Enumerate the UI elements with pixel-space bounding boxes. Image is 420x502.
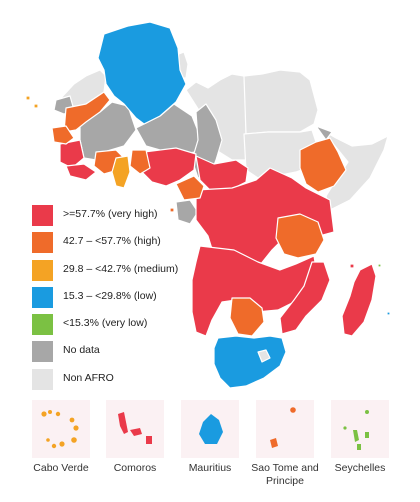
region-senegal (51, 125, 75, 145)
cabo-verde-island (73, 425, 79, 431)
seychelles-island (343, 426, 347, 430)
legend-label: >=57.7% (very high) (63, 208, 158, 220)
cabo-verde-island (69, 417, 75, 423)
seychelles-island (365, 410, 369, 414)
region-mauritius-dot (386, 311, 391, 316)
region-cameroon-coast (175, 175, 205, 201)
inset-cabo-verde-islands (41, 410, 79, 449)
mauritius-island (199, 414, 223, 444)
region-lesotho (257, 349, 271, 363)
cabo-verde-island (55, 411, 61, 417)
sao-tome-shapes (270, 407, 296, 448)
inset-comoros-islands (118, 412, 152, 444)
legend-swatch (32, 314, 53, 336)
inset-sao-tome-islands (270, 407, 296, 448)
region-benin-togo (129, 149, 151, 175)
cabo-verde-island (48, 410, 52, 414)
inset-cabo-verde (32, 400, 90, 458)
cabo-verde-shapes (41, 410, 79, 449)
legend-swatch (32, 286, 53, 308)
legend-label: <15.3% (very low) (63, 317, 148, 330)
cabo-verde-island (51, 443, 57, 449)
seychelles-island (365, 432, 369, 438)
inset-mauritius-island (199, 414, 223, 444)
inset-label-sao-tome: Sao Tome and Principe (251, 462, 319, 487)
legend-label: 42.7 – <57.7% (high) (63, 235, 161, 248)
inset-mauritius (181, 400, 239, 458)
inset-seychelles-islands (343, 410, 369, 450)
comoros-island (130, 428, 142, 436)
legend-swatch (32, 341, 53, 363)
region-ghana (111, 155, 131, 189)
region-west-coast (59, 139, 85, 169)
cabo-verde-island (46, 438, 50, 442)
inset-seychelles (331, 400, 389, 458)
region-sao-tome-dot (169, 207, 175, 213)
legend-label: Non AFRO (63, 371, 114, 384)
legend-swatch (32, 232, 53, 254)
inset-label-seychelles: Seychelles (334, 462, 386, 474)
seychelles-island (357, 444, 361, 450)
region-south-africa (213, 335, 287, 389)
comoros-island (146, 436, 152, 444)
region-cabo-verde-dot2 (33, 103, 39, 109)
mauritius-shapes (199, 414, 223, 444)
legend-label: 15.3 – <29.8% (low) (63, 289, 157, 302)
comoros-island (118, 412, 128, 434)
legend-swatch (32, 368, 53, 390)
region-nigeria (141, 147, 197, 187)
region-egypt (243, 69, 319, 135)
region-botswana (229, 297, 265, 337)
region-mozambique (279, 261, 331, 335)
legend-swatch (32, 205, 53, 226)
inset-label-comoros: Comoros (113, 462, 157, 474)
seychelles-island (353, 430, 359, 442)
sao-tome-island (270, 438, 278, 448)
inset-comoros (106, 400, 164, 458)
region-gabon-cluster (175, 199, 199, 225)
seychelles-shapes (343, 410, 369, 450)
region-cameroon-car (195, 155, 249, 191)
comoros-shapes (118, 412, 152, 444)
inset-label-cabo-verde: Cabo Verde (33, 462, 89, 474)
region-seychelles-dot (377, 263, 382, 268)
cabo-verde-island (41, 411, 47, 417)
region-madagascar (341, 263, 377, 337)
region-eritrea (315, 125, 333, 141)
region-ethiopia (299, 137, 347, 193)
inset-sao-tome (256, 400, 314, 458)
cabo-verde-island (59, 441, 65, 447)
region-sierra-leone (65, 163, 97, 181)
map-regions (25, 21, 391, 389)
cabo-verde-island (71, 437, 77, 443)
legend-swatch (32, 259, 53, 281)
region-comoros-dot (349, 263, 355, 269)
region-algeria (97, 21, 187, 125)
inset-label-mauritius: Mauritius (188, 462, 232, 474)
region-tanzania (275, 213, 325, 259)
legend-label: 29.8 – <42.7% (medium) (63, 262, 179, 275)
legend-label: No data (63, 344, 100, 357)
sao-tome-island (290, 407, 296, 413)
region-cabo-verde-dot (25, 95, 31, 101)
